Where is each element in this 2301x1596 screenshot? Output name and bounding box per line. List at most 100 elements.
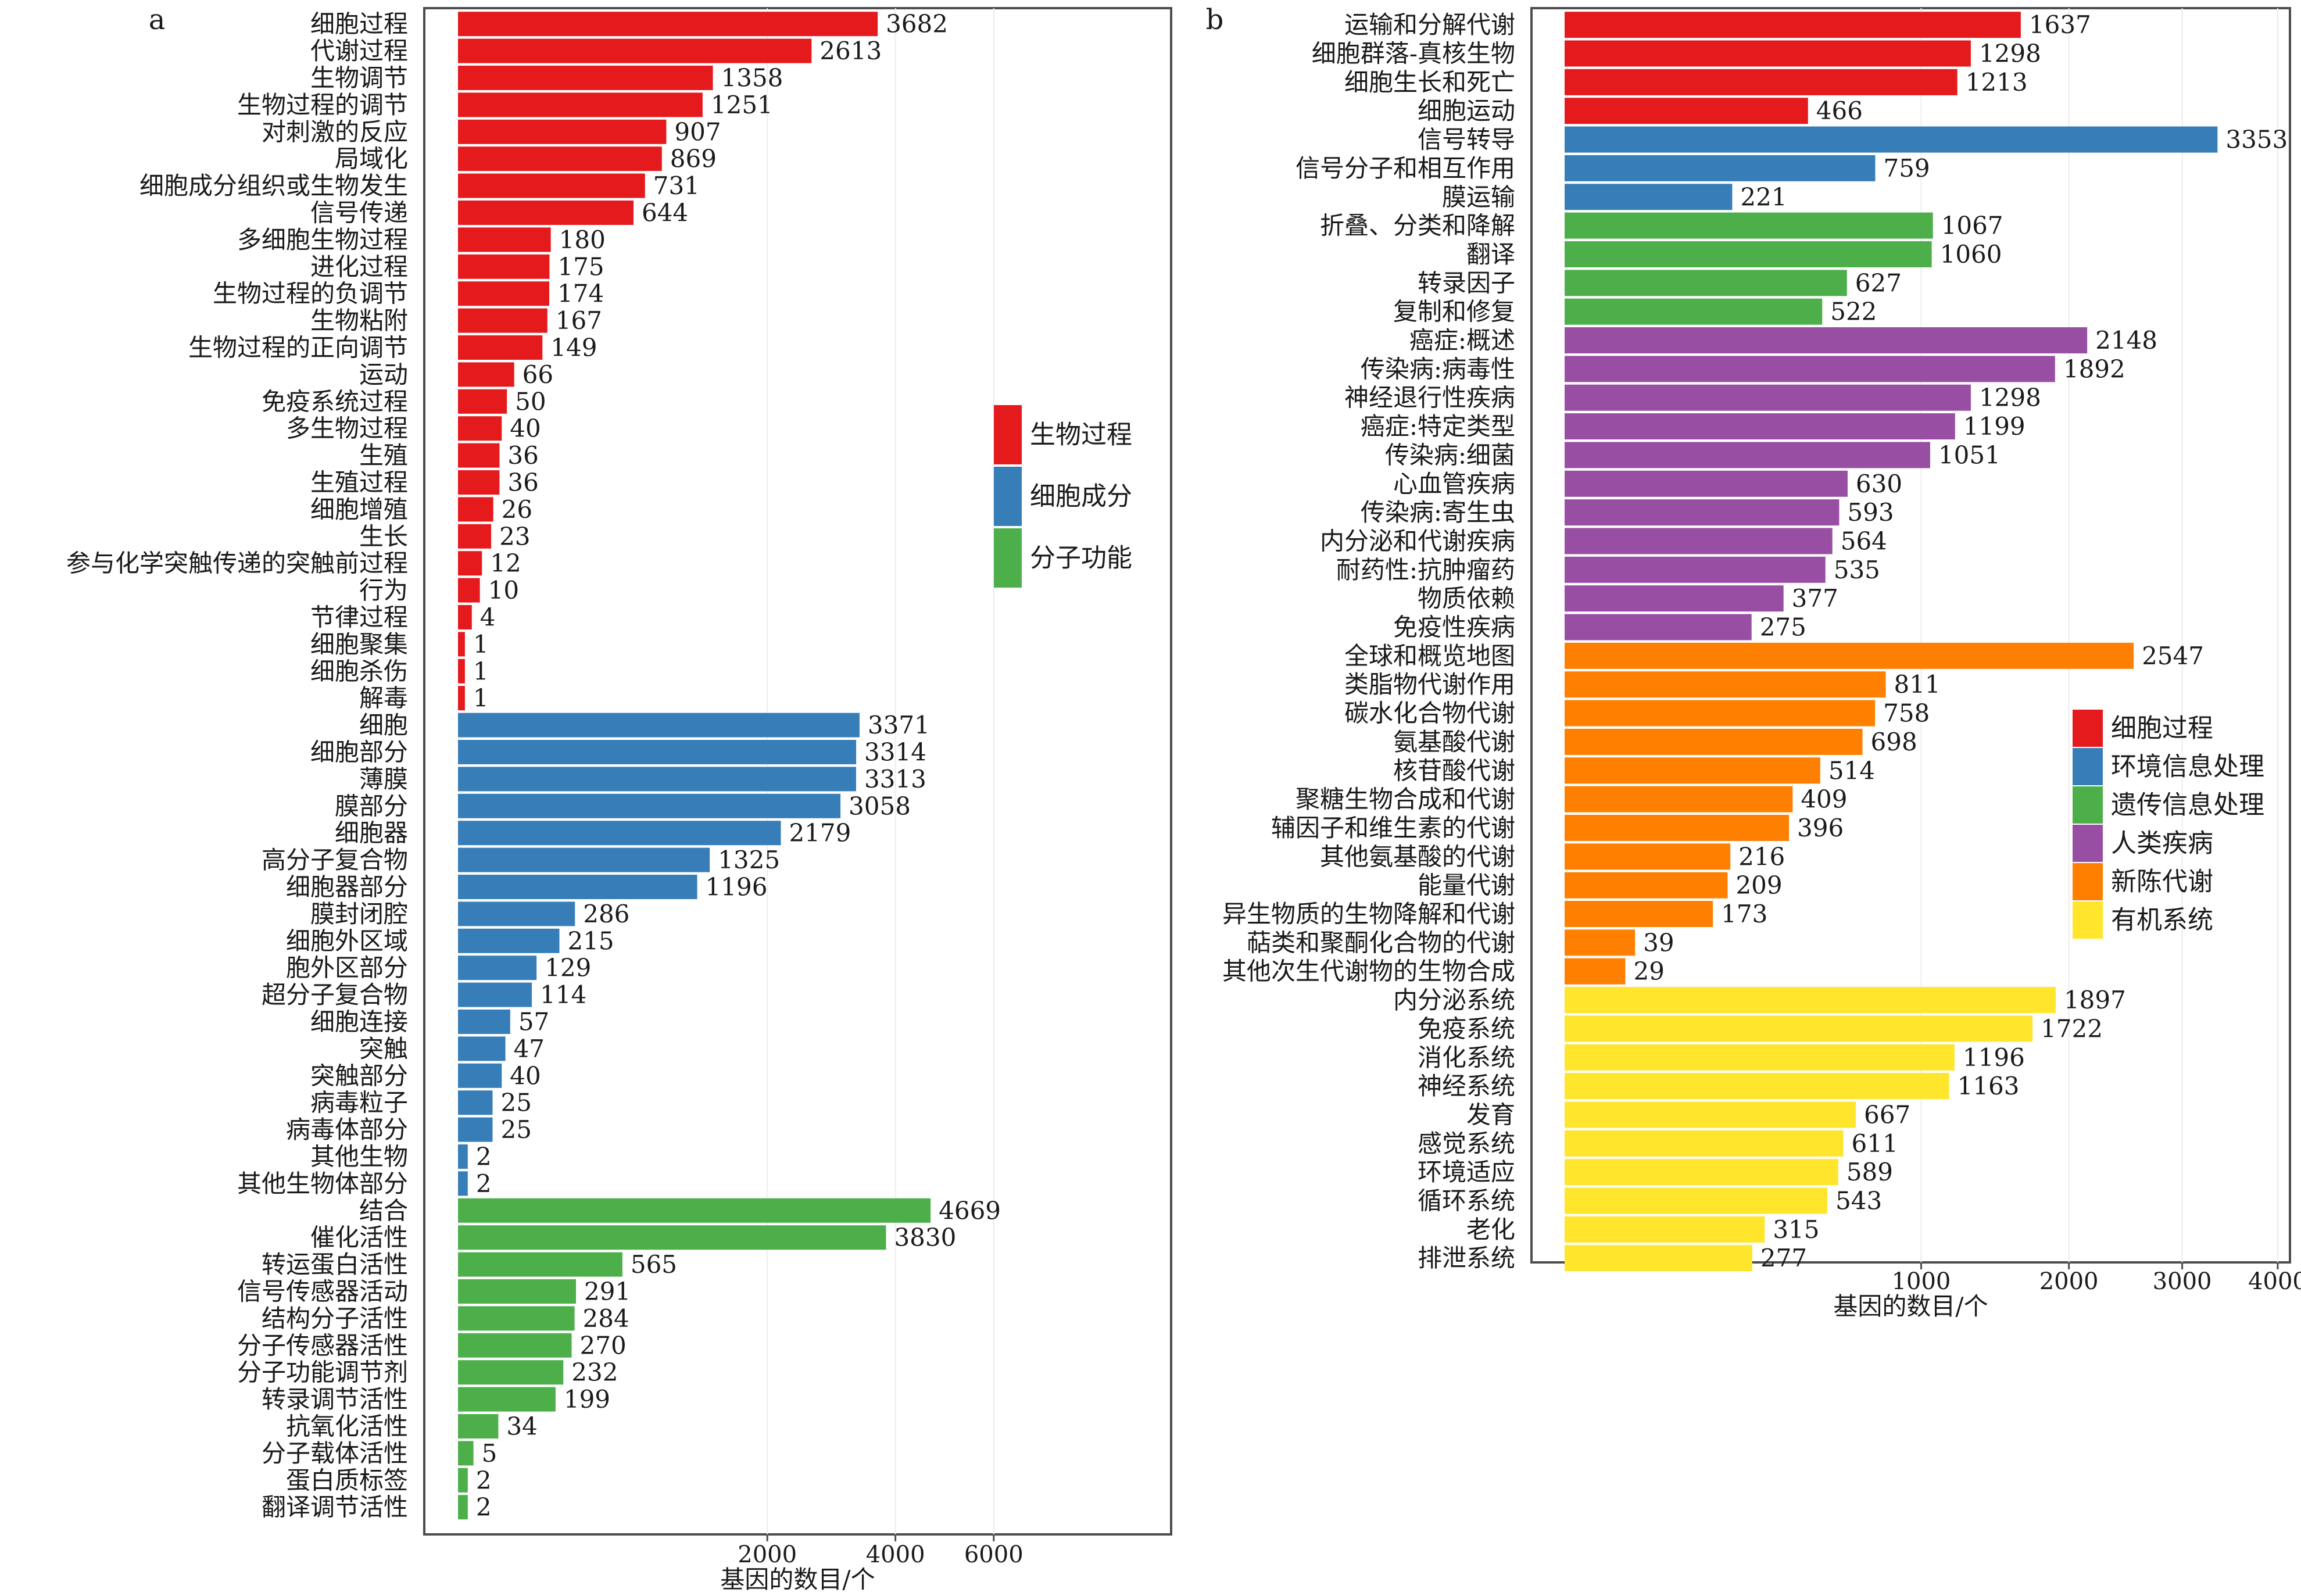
bar	[1565, 1159, 1838, 1186]
category-label: 免疫系统过程	[262, 387, 408, 416]
bar	[458, 335, 543, 360]
bar	[1565, 442, 1930, 468]
x-tick-label: 4000	[2248, 1268, 2301, 1295]
value-label: 543	[1835, 1187, 1882, 1215]
category-label: 突触	[359, 1035, 408, 1063]
bar	[1565, 69, 1958, 95]
bar	[1565, 814, 1790, 841]
category-label: 高分子复合物	[262, 846, 408, 874]
value-label: 34	[506, 1412, 537, 1441]
value-label: 215	[567, 926, 614, 955]
bar	[458, 1198, 931, 1223]
category-label: 萜类和聚酮化合物的代谢	[1247, 928, 1515, 957]
value-label: 291	[584, 1277, 631, 1306]
value-label: 1722	[2041, 1014, 2103, 1043]
value-label: 1298	[1979, 40, 2041, 68]
category-label: 排泄系统	[1418, 1244, 1515, 1272]
category-label: 折叠、分类和降解	[1320, 212, 1515, 240]
legend-label: 细胞成分	[1030, 482, 1132, 511]
value-label: 66	[523, 360, 553, 389]
category-label: 结构分子活性	[262, 1304, 408, 1333]
bar	[458, 281, 549, 306]
category-label: 环境适应	[1418, 1158, 1515, 1186]
bar	[1565, 728, 1863, 755]
value-label: 3830	[894, 1223, 956, 1252]
bar	[458, 1225, 886, 1250]
bar	[458, 1387, 556, 1412]
bar	[458, 1360, 564, 1385]
bar	[1565, 270, 1847, 296]
value-label: 564	[1841, 527, 1887, 555]
value-label: 36	[507, 441, 538, 470]
value-label: 12	[490, 549, 521, 578]
legend-label: 遗传信息处理	[2111, 790, 2264, 820]
bar	[458, 901, 575, 926]
value-label: 2	[476, 1466, 492, 1494]
category-label: 解毒	[359, 684, 408, 713]
value-label: 1358	[721, 64, 783, 92]
x-axis-title: 基因的数目/个	[720, 1565, 875, 1594]
category-label: 其他氨基酸的代谢	[1320, 842, 1515, 871]
bar	[458, 201, 634, 225]
category-label: 物质依赖	[1418, 584, 1515, 613]
category-label: 核苷酸代谢	[1393, 756, 1515, 785]
value-label: 284	[583, 1304, 629, 1333]
category-label: 运动	[359, 360, 408, 389]
bar	[1565, 1130, 1844, 1157]
value-label: 1637	[2029, 10, 2091, 39]
category-label: 细胞	[359, 711, 408, 739]
bar	[458, 66, 713, 90]
bar	[458, 92, 703, 117]
x-axis-title: 基因的数目/个	[1833, 1292, 1988, 1321]
bar	[1565, 298, 1823, 325]
category-label: 膜部分	[335, 792, 408, 820]
category-label: 传染病:细菌	[1385, 441, 1515, 469]
category-label: 生物过程的调节	[237, 91, 408, 119]
category-label: 生物过程的负调节	[213, 280, 408, 308]
bar	[1565, 872, 1728, 899]
bar	[1565, 642, 2134, 669]
chart-panel-b: b 运输和分解代谢 1637 细胞群落-真核生物 1298 细胞生长和死亡 1213 细胞运动…	[1206, 3, 2301, 1321]
bar	[458, 416, 502, 441]
legend-label: 分子功能	[1030, 543, 1132, 573]
value-label: 2	[476, 1169, 492, 1198]
category-label: 超分子复合物	[262, 980, 408, 1009]
category-label: 转运蛋白活性	[262, 1250, 408, 1279]
value-label: 39	[1643, 928, 1674, 957]
bar	[458, 1010, 510, 1034]
value-label: 535	[1834, 556, 1880, 584]
bar	[458, 875, 697, 899]
bar	[1565, 1015, 2033, 1042]
bar	[458, 605, 472, 629]
value-label: 1196	[706, 873, 768, 901]
category-label: 膜封闭腔	[310, 900, 408, 928]
value-label: 2179	[789, 819, 851, 847]
category-label: 传染病:病毒性	[1361, 355, 1515, 383]
value-label: 315	[1773, 1215, 1819, 1244]
bar	[1565, 413, 1955, 440]
bar	[458, 1441, 474, 1466]
bar	[458, 227, 551, 252]
value-label: 114	[540, 980, 586, 1009]
value-label: 149	[550, 334, 597, 362]
category-label: 生殖过程	[310, 468, 408, 497]
category-label: 细胞成分组织或生物发生	[139, 171, 408, 200]
category-label: 信号转导	[1418, 126, 1515, 154]
value-label: 514	[1828, 756, 1875, 785]
category-label: 病毒粒子	[310, 1089, 408, 1117]
value-label: 466	[1816, 96, 1863, 125]
value-label: 47	[514, 1035, 545, 1063]
value-label: 565	[631, 1250, 677, 1279]
bar	[458, 847, 710, 872]
category-label: 神经系统	[1418, 1072, 1515, 1100]
bar	[1565, 327, 2088, 354]
value-label: 593	[1847, 498, 1894, 527]
value-label: 270	[580, 1331, 627, 1359]
bar	[458, 254, 550, 279]
category-label: 细胞聚集	[310, 630, 408, 659]
bar	[1565, 1187, 1828, 1214]
value-label: 1199	[1963, 412, 2026, 441]
value-label: 2148	[2095, 326, 2157, 355]
value-label: 23	[499, 522, 530, 550]
bar	[458, 578, 480, 603]
